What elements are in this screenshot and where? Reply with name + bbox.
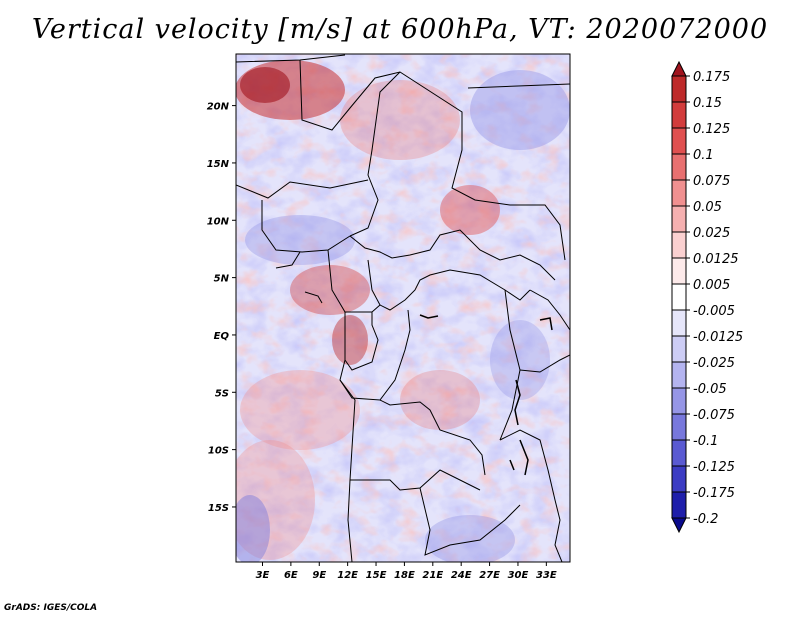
colorbar-swatch: [671, 439, 687, 467]
colorbar-label: 0.05: [693, 200, 722, 215]
map-frame: [235, 53, 571, 563]
colorbar-label: -0.05: [693, 382, 727, 397]
colorbar-swatch: [671, 257, 687, 285]
colorbar-swatch: [671, 413, 687, 441]
colorbar-label: 0.1: [693, 148, 714, 163]
colorbar-label: -0.2: [693, 512, 718, 527]
lon-tick-label: 9E: [312, 570, 326, 581]
colorbar-label: -0.125: [693, 460, 735, 475]
colorbar-label: -0.175: [693, 486, 735, 501]
colorbar-swatch: [671, 179, 687, 207]
lat-tick-label: 15S: [208, 503, 229, 514]
colorbar-swatch: [671, 101, 687, 129]
lat-tick-label: 10N: [207, 216, 230, 227]
lat-tick-label: 10S: [208, 446, 229, 457]
colorbar-label: -0.1: [693, 434, 718, 449]
lon-tick-label: 24E: [451, 570, 472, 581]
colorbar-swatch: [671, 335, 687, 363]
colorbar-label: 0.0125: [693, 252, 739, 267]
lon-tick-label: 3E: [256, 570, 270, 581]
longitude-axis: 3E 6E 9E 12E 15E 18E 21E 24E 27E 30E 33E: [256, 562, 557, 581]
colorbar-swatch: [671, 127, 687, 155]
lon-tick-label: 33E: [536, 570, 557, 581]
colorbar: 0.175 0.15 0.125 0.1 0.075 0.05 0.025 0.0125 0.0…: [671, 60, 743, 534]
colorbar-label: -0.075: [693, 408, 735, 423]
colorbar-label: 0.125: [693, 122, 730, 137]
colorbar-label: 0.175: [693, 70, 730, 85]
colorbar-swatch: [671, 491, 687, 519]
lon-tick-label: 15E: [366, 570, 387, 581]
lon-tick-label: 6E: [284, 570, 298, 581]
lon-tick-label: 27E: [479, 570, 500, 581]
colorbar-swatch: [671, 153, 687, 181]
colorbar-label: -0.025: [693, 356, 735, 371]
colorbar-swatch: [671, 465, 687, 493]
vertical-velocity-field: [236, 54, 570, 562]
grads-credit: GrADS: IGES/COLA: [4, 603, 98, 613]
colorbar-swatch: [671, 309, 687, 337]
map-title: Vertical velocity [m/s] at 600hPa, VT: 2…: [31, 14, 769, 45]
country-borders: [236, 54, 570, 562]
colorbar-swatch: [671, 283, 687, 311]
colorbar-swatch: [671, 75, 687, 103]
colorbar-label: 0.005: [693, 278, 730, 293]
lat-tick-label: EQ: [214, 331, 230, 342]
lon-tick-label: 12E: [337, 570, 358, 581]
latitude-axis: 20N 15N 10N 5N EQ 5S 10S 15S: [207, 102, 236, 514]
lon-tick-label: 18E: [394, 570, 415, 581]
lat-tick-label: 5N: [214, 274, 230, 285]
colorbar-swatch: [671, 205, 687, 233]
colorbar-label: 0.15: [693, 96, 722, 111]
colorbar-bottom-arrow: [671, 517, 687, 534]
lon-tick-label: 21E: [422, 570, 443, 581]
colorbar-label: 0.025: [693, 226, 730, 241]
colorbar-top-arrow: [671, 60, 687, 77]
colorbar-label: 0.075: [693, 174, 730, 189]
colorbar-label: -0.005: [693, 304, 735, 319]
lat-tick-label: 15N: [207, 159, 230, 170]
colorbar-label: -0.0125: [693, 330, 743, 345]
colorbar-swatch: [671, 231, 687, 259]
lat-tick-label: 20N: [207, 102, 230, 113]
colorbar-swatch: [671, 361, 687, 389]
lakes: [419, 314, 553, 476]
colorbar-swatch: [671, 387, 687, 415]
lat-tick-label: 5S: [215, 388, 229, 399]
lon-tick-label: 30E: [508, 570, 529, 581]
